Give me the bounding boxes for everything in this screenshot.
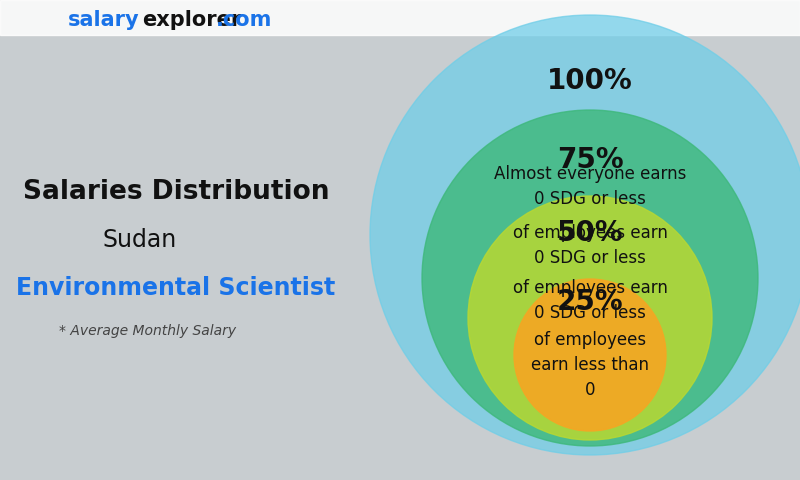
Text: of employees earn
0 SDG or less: of employees earn 0 SDG or less xyxy=(513,279,667,322)
Bar xyxy=(0,0,800,35)
Text: Almost everyone earns
0 SDG or less: Almost everyone earns 0 SDG or less xyxy=(494,165,686,208)
Circle shape xyxy=(370,15,800,455)
Circle shape xyxy=(422,110,758,446)
Text: 100%: 100% xyxy=(547,67,633,95)
Text: * Average Monthly Salary: * Average Monthly Salary xyxy=(59,324,237,338)
Text: of employees earn
0 SDG or less: of employees earn 0 SDG or less xyxy=(513,224,667,267)
Circle shape xyxy=(468,196,712,440)
Text: 25%: 25% xyxy=(557,288,623,316)
Text: 75%: 75% xyxy=(557,146,623,174)
Text: Salaries Distribution: Salaries Distribution xyxy=(22,179,330,205)
Circle shape xyxy=(514,279,666,431)
Text: Environmental Scientist: Environmental Scientist xyxy=(16,276,336,300)
Text: 50%: 50% xyxy=(557,218,623,247)
Text: Sudan: Sudan xyxy=(103,228,177,252)
Text: explorer: explorer xyxy=(142,10,242,30)
Text: salary: salary xyxy=(68,10,140,30)
Text: .com: .com xyxy=(216,10,272,30)
Text: of employees
earn less than
0: of employees earn less than 0 xyxy=(531,331,649,399)
